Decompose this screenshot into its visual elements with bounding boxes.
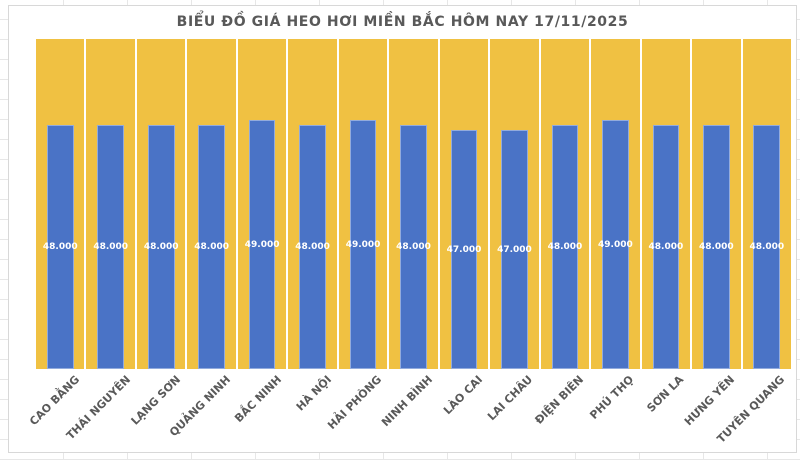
x-axis-label: LẠNG SƠN — [128, 373, 184, 428]
bar-value-label: 48.000 — [648, 242, 684, 253]
bar-value-label: 48.000 — [396, 242, 431, 253]
value-bar[interactable]: 48.000 — [699, 125, 734, 369]
bar-value-label: 48.000 — [42, 242, 78, 253]
value-bar[interactable]: 49.000 — [245, 120, 279, 369]
category-column: 48.000 — [136, 39, 186, 369]
category-column: 49.000 — [237, 39, 287, 369]
bar-value-label: 48.000 — [749, 242, 785, 253]
category-column: 48.000 — [187, 39, 236, 369]
value-bar[interactable]: 48.000 — [43, 125, 78, 369]
bar-value-label: 49.000 — [598, 239, 633, 250]
category-column: 47.000 — [490, 39, 539, 369]
value-bar[interactable]: 49.000 — [598, 120, 633, 369]
x-axis-label: HƯNG YÊN — [681, 373, 737, 429]
bar-value-label: 48.000 — [143, 242, 179, 253]
bar-value-label: 48.000 — [194, 242, 230, 253]
x-axis-label: HÀ NỘI — [293, 373, 335, 414]
category-column: 47.000 — [439, 39, 489, 369]
category-column: 49.000 — [338, 39, 388, 369]
category-column: 48.000 — [540, 39, 590, 369]
value-bar[interactable]: 48.000 — [396, 125, 431, 369]
x-axis-label: LÀO CAI — [440, 373, 486, 418]
value-bar[interactable]: 47.000 — [497, 130, 532, 369]
x-axis-label: BẮC NINH — [231, 373, 284, 425]
x-axis-label: ĐIỆN BIÊN — [531, 373, 586, 427]
value-bar[interactable]: 49.000 — [346, 120, 380, 369]
category-column: 48.000 — [86, 39, 135, 369]
chart-object[interactable]: BIỂU ĐỒ GIÁ HEO HƠI MIỀN BẮC HÔM NAY 17/… — [8, 5, 797, 453]
bar-value-label: 48.000 — [295, 242, 330, 253]
category-column: 48.000 — [36, 39, 85, 369]
category-column: 48.000 — [641, 39, 691, 369]
plot-area: 48.000 48.000 48.000 48.000 49.000 48.000 49.0… — [36, 39, 792, 369]
bar-value-label: 49.000 — [345, 239, 381, 250]
bar-value-label: 47.000 — [446, 244, 482, 255]
bar-value-label: 48.000 — [547, 242, 583, 253]
bar-value-label: 49.000 — [244, 239, 280, 250]
category-column: 48.000 — [389, 39, 438, 369]
category-column: 48.000 — [288, 39, 337, 369]
bar-value-label: 47.000 — [497, 244, 532, 255]
value-bar[interactable]: 48.000 — [295, 125, 330, 369]
value-bar[interactable]: 47.000 — [447, 130, 481, 369]
chart-title: BIỂU ĐỒ GIÁ HEO HƠI MIỀN BẮC HÔM NAY 17/… — [176, 14, 629, 30]
value-bar[interactable]: 48.000 — [749, 125, 784, 369]
x-axis-label: NINH BÌNH — [378, 373, 435, 430]
x-axis-label: CAO BẰNG — [27, 373, 83, 429]
bar-value-label: 48.000 — [698, 242, 734, 253]
bar-value-label: 48.000 — [93, 242, 129, 253]
x-axis-label: PHÚ THỌ — [587, 373, 637, 422]
value-bar[interactable]: 48.000 — [194, 125, 229, 369]
value-bar[interactable]: 48.000 — [548, 125, 582, 369]
category-column: 49.000 — [591, 39, 640, 369]
x-axis-label: SƠN LA — [644, 373, 687, 415]
value-bar[interactable]: 48.000 — [144, 125, 179, 369]
category-column: 48.000 — [742, 39, 792, 369]
x-axis-label: LAI CHÂU — [485, 373, 536, 424]
value-bar[interactable]: 48.000 — [649, 125, 683, 369]
value-bar[interactable]: 48.000 — [93, 125, 128, 369]
x-axis-labels: CAO BẰNG THÁI NGUYÊN LẠNG SƠN QUẢNG NINH BẮC… — [9, 373, 796, 453]
category-column: 48.000 — [692, 39, 741, 369]
